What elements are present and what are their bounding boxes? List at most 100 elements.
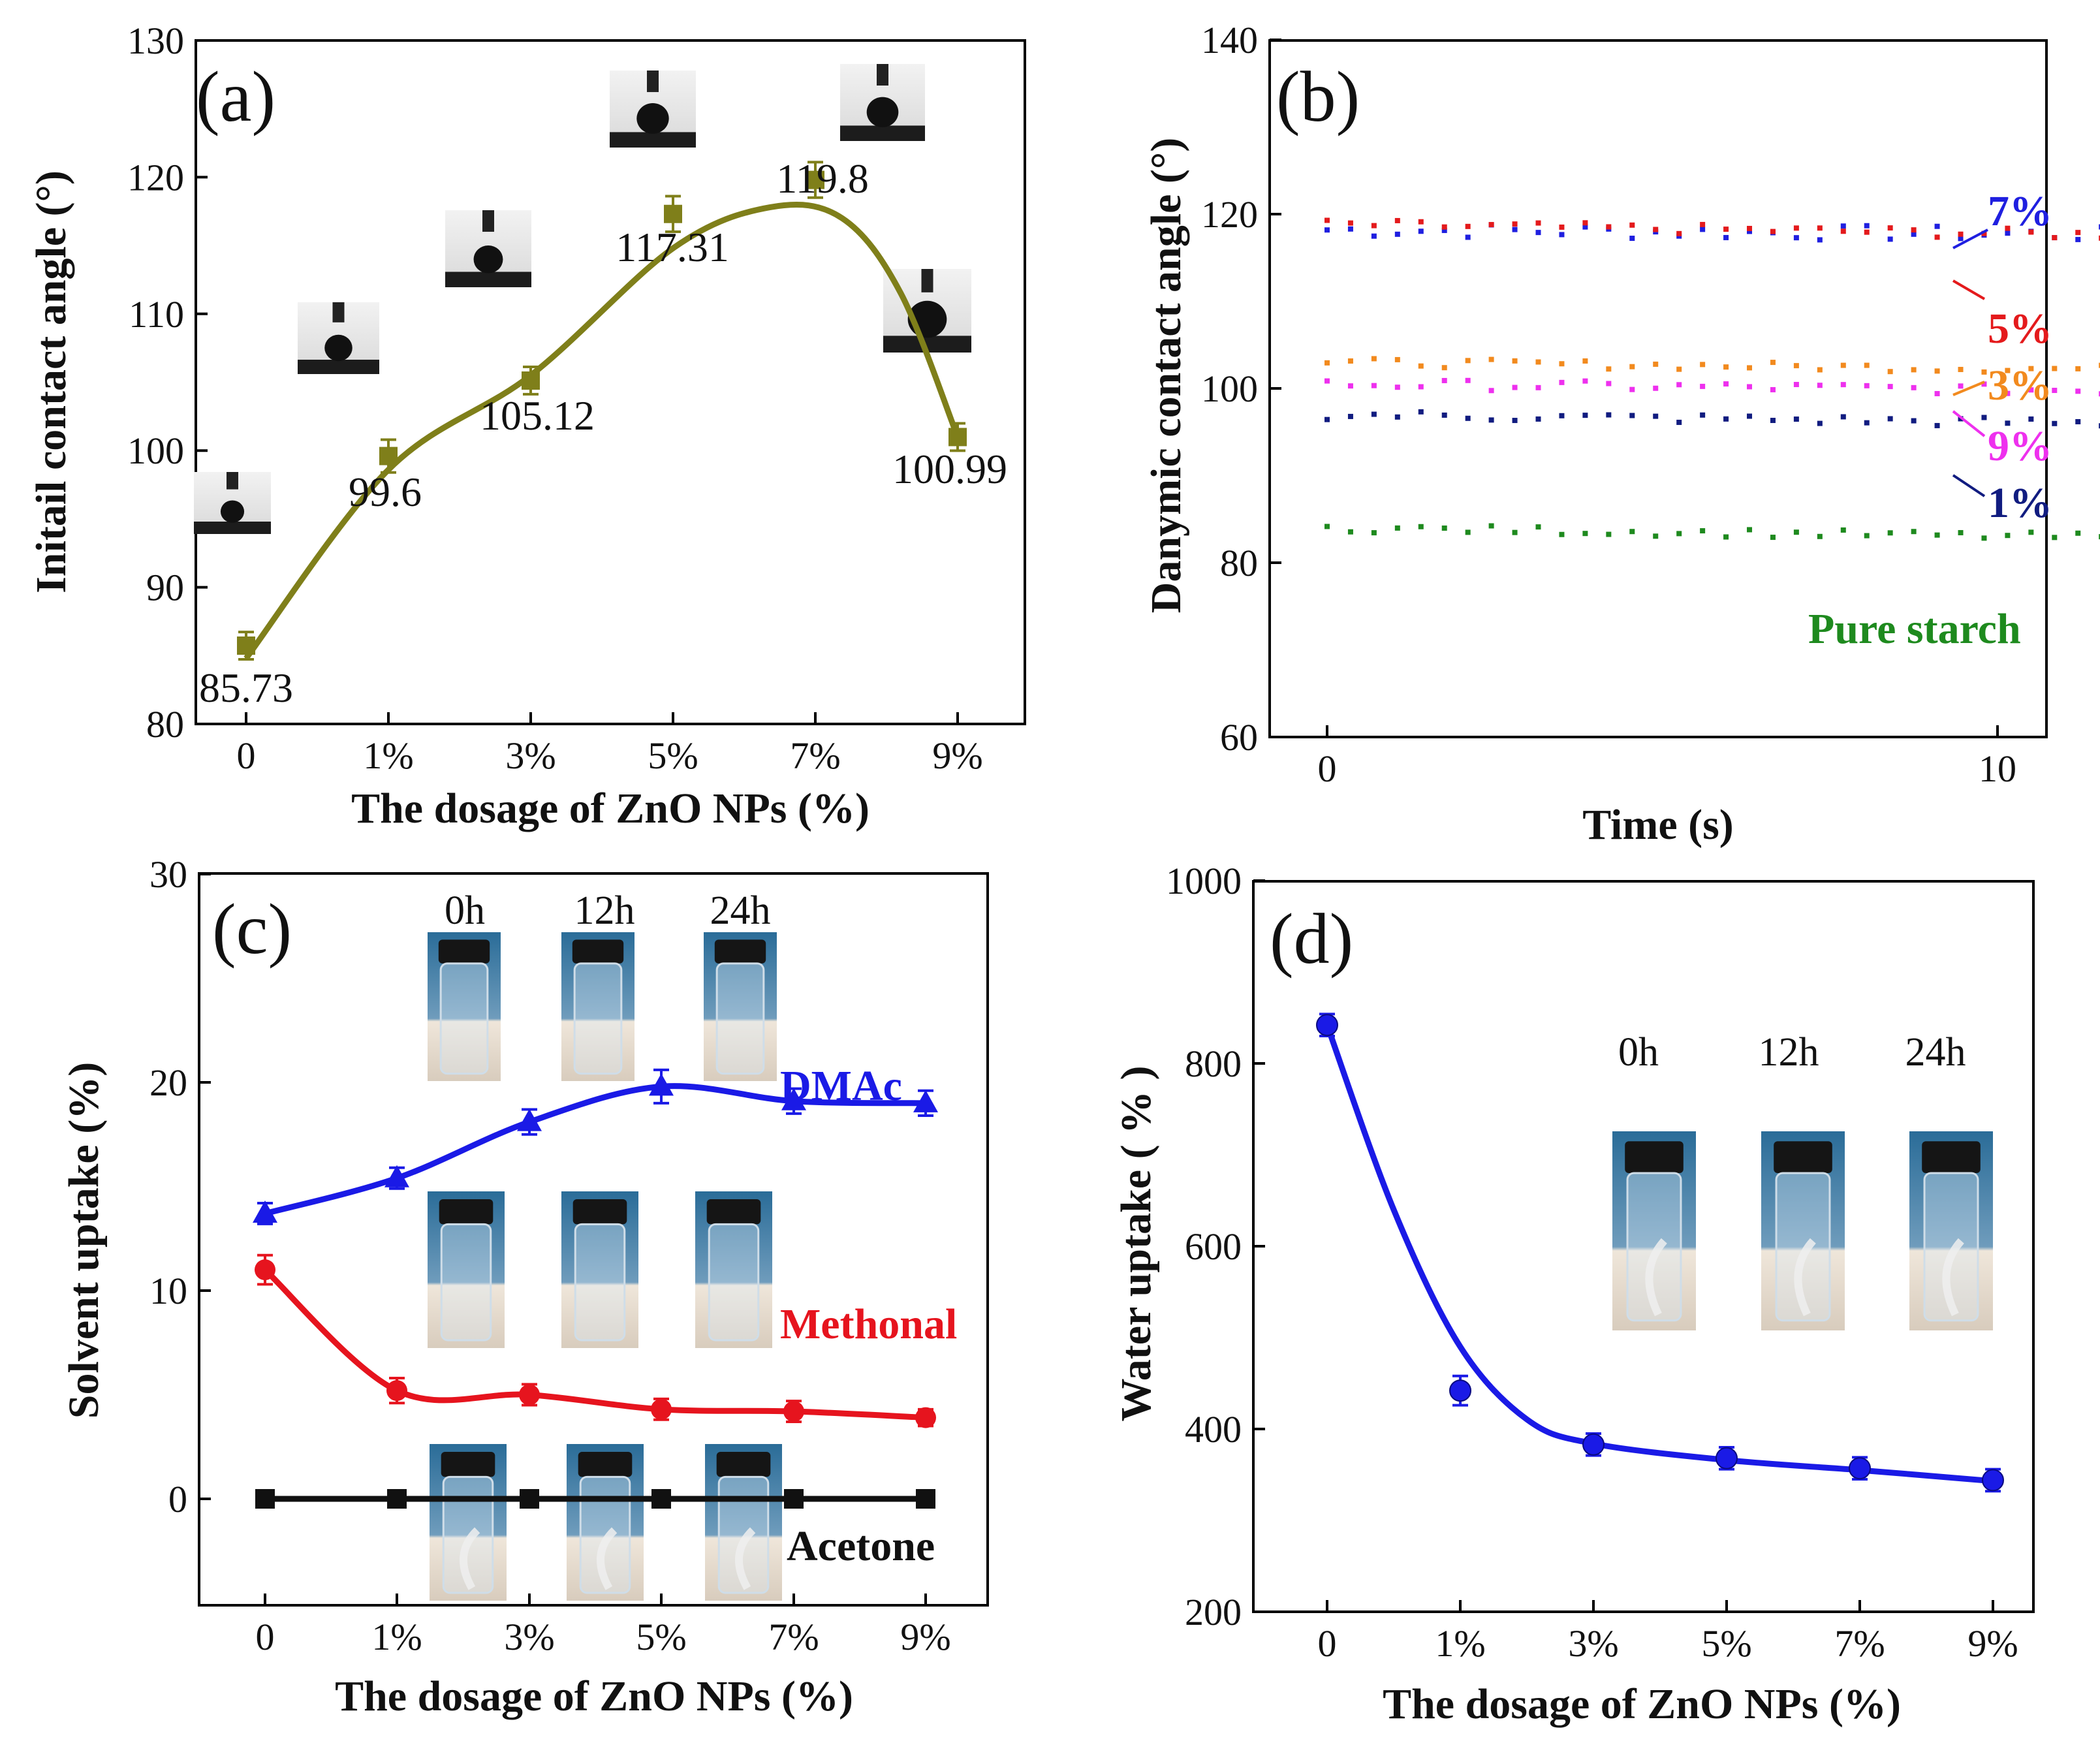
panel-b-data-point	[1747, 413, 1753, 419]
panel-b-data-point	[1770, 386, 1776, 392]
panel-b-series-pure-starch	[1324, 523, 2100, 541]
panel-a-data-labels: 85.73 99.6 105.12 117.31 119.8 100.99	[199, 155, 1007, 711]
panel-a-x-tick-label: 7%	[790, 734, 840, 777]
panel-a-x-tick-label: 5%	[648, 734, 698, 777]
panel-b-data-point	[1629, 364, 1635, 369]
panel-b-data-point	[1817, 367, 1823, 373]
panel-b-series-9-	[1324, 377, 2100, 397]
panel-b-data-point	[2005, 225, 2011, 231]
panel-b-x-axis-label: Time (s)	[1582, 801, 1734, 849]
substrate	[840, 125, 925, 141]
panel-b-data-point	[1582, 220, 1588, 226]
water-droplet	[473, 245, 503, 274]
swollen-film	[459, 1527, 480, 1590]
panel-b-data-point	[1934, 390, 1940, 396]
syringe-needle	[482, 210, 494, 232]
panel-a-y-tick-label: 90	[146, 567, 184, 609]
panel-b-data-point	[1441, 227, 1447, 233]
panel-b-data-point	[1676, 531, 1682, 537]
panel-d-data-point	[1716, 1447, 1738, 1469]
panel-b-data-point	[1512, 221, 1518, 227]
panel-b-data-point	[1747, 365, 1753, 371]
panel-b-data-point	[1723, 234, 1729, 240]
panel-d-x-tick-label: 3%	[1568, 1622, 1618, 1665]
panel-d-time-label: 0h	[1618, 1030, 1659, 1075]
panel-c-frame	[198, 872, 989, 1607]
panel-a-y-tick-label: 120	[127, 156, 184, 198]
panel-b-data-point	[2075, 230, 2081, 236]
panel-c-data-point	[255, 1489, 275, 1509]
panel-b-label: (b)	[1276, 57, 1360, 136]
panel-c-x-tick-label: 1%	[371, 1616, 422, 1658]
panel-b-data-point	[1700, 383, 1706, 389]
panel-c-data-point	[781, 1088, 806, 1110]
panel-b-data-point	[1347, 220, 1353, 226]
substrate	[194, 522, 271, 534]
panel-b-data-point	[1324, 416, 1330, 422]
panel-b-data-point	[1347, 529, 1353, 535]
panel-d-data-point	[1849, 1457, 1871, 1480]
panel-b-y-tick-label: 80	[1220, 542, 1258, 584]
panel-b-data-point	[1747, 527, 1753, 533]
panel-b-data-point	[1418, 524, 1424, 529]
panel-b-data-point	[1371, 356, 1377, 362]
panel-b-data-point	[1700, 227, 1706, 232]
panel-b-data-point	[1394, 231, 1400, 237]
panel-c-y-ticks: 0 10 20 30	[149, 853, 211, 1520]
panel-c-fit-curve-dmac	[264, 1083, 926, 1217]
panel-c-y-tick-label: 10	[149, 1270, 187, 1312]
panel-c-data-point	[386, 1380, 407, 1402]
panel-b-data-point	[1723, 381, 1729, 387]
panel-b-data-point	[1817, 237, 1823, 243]
panel-b-data-point	[1770, 535, 1776, 541]
panel-b-data-point	[2005, 420, 2011, 426]
panel-b-data-point	[1324, 217, 1330, 223]
panel-b-series-7-	[1324, 222, 2100, 243]
panel-a-y-axis-label: Initail contact angle (°)	[27, 170, 75, 593]
panel-d-y-tick-label: 600	[1185, 1225, 1242, 1268]
panel-a-y-tick-label: 100	[127, 430, 184, 472]
panel-b-data-point	[1793, 363, 1799, 369]
panel-b-data-point	[2005, 368, 2011, 373]
panel-c-data-point	[913, 1090, 938, 1112]
panel-b-data-point	[2052, 235, 2058, 241]
substrate	[298, 360, 379, 374]
panel-b-data-point	[1840, 223, 1846, 229]
panel-b-data-point	[1606, 224, 1612, 230]
panel-d-label: (d)	[1270, 899, 1353, 979]
panel-b-data-point	[1582, 358, 1588, 364]
panel-b-data-point	[1887, 530, 1893, 536]
panel-a-y-ticks: 80 90 100 110 120 130	[127, 20, 208, 746]
panel-b-data-point	[1465, 223, 1471, 229]
panel-d-fit-curve	[1324, 1024, 1994, 1484]
panel-b-data-point	[1981, 415, 1987, 420]
panel-b-data-point	[1887, 369, 1893, 375]
panel-a-data-label: 85.73	[199, 665, 293, 711]
panel-b-label-arrow	[1952, 410, 1986, 437]
vial-cap	[578, 1452, 633, 1477]
panel-b-series-1-	[1324, 409, 2100, 429]
panel-b-data-point	[1981, 369, 1987, 375]
panel-b-data-point	[1700, 362, 1706, 368]
panel-b-data-point	[2052, 388, 2058, 394]
panel-b-data-point	[1958, 383, 1964, 389]
vial-glass	[573, 962, 623, 1075]
syringe-needle	[877, 64, 888, 86]
vial-glass	[708, 1223, 760, 1342]
panel-b-data-point	[1840, 414, 1846, 420]
panel-b-series-label: 3%	[1988, 362, 2052, 409]
panel-b-data-point	[1512, 227, 1518, 232]
panel-b-data-point	[1911, 227, 1917, 233]
vial-cap	[716, 1452, 771, 1477]
panel-b-series-label: 1%	[1988, 479, 2052, 527]
panel-b-series-label: 7%	[1988, 187, 2052, 235]
panel-b-data-point	[1864, 362, 1870, 368]
panel-b-data-point	[1864, 533, 1870, 539]
swollen-film	[1794, 1238, 1816, 1317]
panel-b-data-point	[1371, 383, 1377, 388]
panel-c-time-label: 0h	[445, 888, 485, 933]
panel-b-data-point	[2099, 534, 2100, 540]
panel-b-data-point	[1934, 234, 1940, 240]
panel-d-y-tick-label: 800	[1185, 1043, 1242, 1085]
panel-b-data-point	[1934, 223, 1940, 229]
